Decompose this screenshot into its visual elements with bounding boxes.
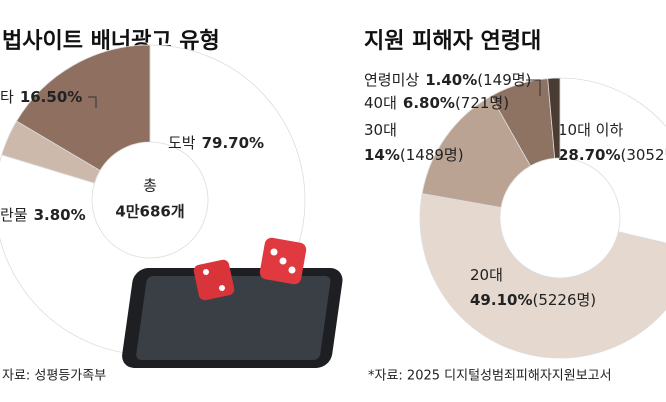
count-label: (5226명)	[532, 291, 596, 309]
value-label: 14%	[364, 146, 400, 164]
value-label: 3.80%	[34, 206, 86, 224]
category-name: 30대	[364, 121, 397, 139]
die	[193, 259, 235, 301]
value-label: 6.80%	[403, 94, 455, 112]
center-title: 총	[143, 177, 157, 195]
count-label: (3052명)	[620, 146, 666, 164]
left-source: 자료: 성평등가족부	[2, 369, 106, 384]
segment-label: 10대 이하 28.70%(3052명)	[558, 121, 666, 164]
leader-line	[526, 79, 541, 96]
donut-segment	[16, 44, 151, 172]
value-label: 28.70%	[558, 146, 620, 164]
category-name: 40대	[364, 94, 397, 112]
value-label: 79.70%	[202, 134, 264, 152]
die-pip	[279, 257, 287, 265]
count-label: (1489명)	[400, 146, 464, 164]
count-label: (721명)	[455, 94, 509, 112]
right-title: 지원 피해자 연령대	[364, 29, 541, 54]
segment-label: 30대 14%(1489명)	[364, 121, 464, 164]
segment-label: 도박 79.70%	[168, 134, 264, 152]
count-label: (149명)	[477, 71, 531, 89]
die-pip	[270, 248, 278, 256]
segment-label: 연령미상 1.40%(149명)	[364, 71, 531, 89]
category-name: 10대 이하	[558, 121, 623, 139]
leader-line	[88, 96, 97, 108]
right-source: *자료: 2025 디지털성범죄피해자지원보고서	[368, 369, 612, 384]
category-name: 도박	[168, 134, 196, 152]
value-label: 1.40%	[425, 71, 477, 89]
die-pip	[203, 269, 209, 275]
segment-label: 40대 6.80%(721명)	[364, 94, 509, 112]
phone-illustration	[122, 237, 343, 368]
category-name: 란물	[0, 206, 28, 224]
category-name: 연령미상	[364, 71, 419, 89]
die-pip	[288, 266, 296, 274]
donut-segment	[547, 77, 561, 159]
category-name: 타	[0, 88, 14, 106]
value-label: 16.50%	[20, 88, 82, 106]
die-pip	[219, 285, 225, 291]
segment-label: 란물 3.80%	[0, 206, 86, 224]
donut-segment	[419, 193, 666, 359]
center-total: 4만686개	[115, 203, 184, 221]
segment-label: 20대 49.10%(5226명)	[470, 266, 596, 309]
segment-label: 타 16.50%	[0, 88, 82, 106]
donut-segment	[559, 77, 666, 244]
category-name: 20대	[470, 266, 503, 284]
phone-screen	[136, 276, 331, 360]
value-label: 49.10%	[470, 291, 532, 309]
